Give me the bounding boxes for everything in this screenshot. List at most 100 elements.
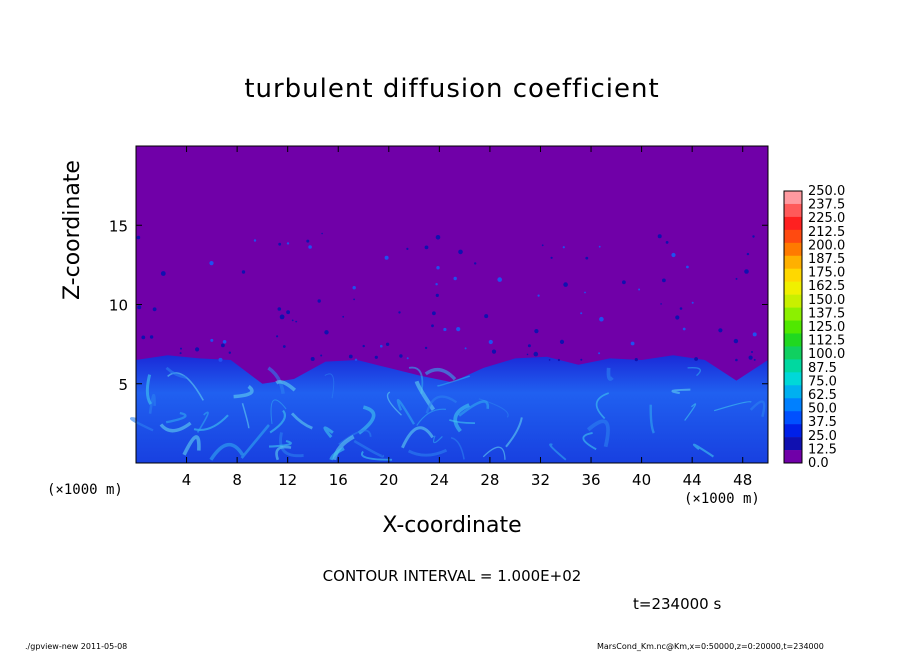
eddy-speckle (657, 234, 662, 239)
eddy-speckles (136, 232, 757, 362)
y-axis-ticks: 5 10 15 (109, 217, 768, 394)
eddy-speckle (209, 261, 214, 266)
colorbar-swatch (784, 398, 802, 412)
x-tick-label: 40 (632, 471, 651, 489)
turbulence-streak (338, 429, 372, 446)
eddy-speckle (374, 355, 378, 359)
eddy-speckle (691, 301, 694, 304)
turbulence-streak (549, 443, 567, 461)
eddy-speckle (753, 358, 756, 361)
eddy-speckle (320, 354, 323, 357)
colorbar-swatch (784, 424, 802, 438)
eddy-speckle (443, 327, 447, 332)
eddy-speckle (342, 315, 345, 318)
eddy-speckle (295, 320, 298, 323)
turbulence-streak (425, 395, 458, 414)
eddy-speckle (682, 327, 686, 331)
turbulence-streak (437, 375, 470, 387)
eddy-speckle (279, 314, 285, 320)
eddy-speckle (559, 339, 565, 344)
eddy-speckle (580, 358, 583, 361)
colorbar-label: 87.5 (808, 361, 837, 376)
eddy-speckle (679, 307, 683, 310)
eddy-speckle (310, 357, 315, 361)
eddy-speckle (306, 239, 310, 243)
x-axis-label: X-coordinate (382, 513, 522, 538)
eddy-speckle (733, 338, 739, 344)
eddy-speckle (352, 286, 356, 290)
colorbar-label: 225.0 (808, 211, 845, 226)
eddy-speckle (634, 358, 638, 362)
eddy-speckle (435, 283, 438, 286)
eddy-speckle (598, 245, 601, 248)
turbulence-streak (386, 391, 402, 416)
turbulence-streak (586, 419, 610, 448)
eddy-speckle (353, 298, 355, 301)
eddy-speckle (222, 340, 227, 344)
colorbar-label: 112.5 (808, 334, 845, 349)
colorbar-label: 25.0 (808, 429, 837, 444)
turbulence-streak (165, 411, 187, 424)
turbulence-streak (692, 443, 715, 458)
eddy-speckle (362, 344, 365, 348)
eddy-speckle (354, 358, 358, 361)
eddy-speckle (218, 357, 223, 362)
eddy-speckle (491, 349, 497, 354)
colorbar-label: 175.0 (808, 266, 845, 281)
eddy-speckle (752, 332, 757, 337)
eddy-speckle (228, 351, 231, 354)
turbulence-streak (424, 367, 457, 381)
eddy-speckle (160, 271, 166, 276)
colorbar-swatch (784, 437, 802, 451)
eddy-speckle (735, 358, 738, 362)
eddy-speckle (584, 291, 586, 294)
eddy-speckle (277, 307, 282, 311)
x-unit-label-left: (×1000 m) (47, 482, 123, 498)
eddy-speckle (748, 355, 753, 360)
colorbar-label: 100.0 (808, 347, 845, 362)
eddy-speckle (541, 244, 544, 247)
colorbar-label: 200.0 (808, 238, 845, 253)
colorbar-swatch (784, 333, 802, 347)
eddy-speckle (431, 324, 434, 328)
turbulence-streak (233, 385, 254, 399)
eddy-speckle (638, 288, 641, 291)
colorbar-label: 150.0 (808, 293, 845, 308)
turbulence-streak (749, 400, 766, 418)
eddy-speckle (557, 358, 561, 362)
x-tick-label: 24 (430, 471, 449, 489)
turbulence-streak (279, 432, 304, 458)
colorbar-swatch (784, 191, 802, 205)
colorbar-label: 125.0 (808, 320, 845, 335)
x-tick-label: 44 (683, 471, 702, 489)
eddy-speckle (424, 346, 428, 350)
turbulence-streak (209, 443, 245, 461)
x-tick-label: 36 (581, 471, 600, 489)
colorbar-label: 162.5 (808, 279, 845, 294)
turbulence-streak (396, 399, 415, 425)
eddy-speckle (282, 345, 286, 348)
eddy-speckle (406, 357, 409, 360)
turbulence-streak (268, 439, 292, 448)
colorbar-label: 62.5 (808, 388, 837, 403)
turbulence-streak (684, 403, 697, 421)
colorbar-label: 250.0 (808, 184, 845, 199)
colorbar-swatch (784, 229, 802, 244)
colorbar-frame (783, 190, 803, 464)
boundary-layer-region (136, 355, 768, 463)
eddy-speckle (435, 235, 441, 240)
y-axis-label: Z-coordinate (60, 160, 85, 300)
turbulence-streak (458, 400, 490, 417)
colorbar-label: 0.0 (808, 456, 829, 471)
eddy-speckle (278, 242, 282, 246)
colorbar-swatch (784, 281, 802, 295)
eddy-speckle (136, 235, 141, 240)
turbulence-streak (159, 421, 192, 433)
eddy-speckle (752, 235, 755, 238)
eddy-speckle (746, 252, 750, 256)
turbulence-streaks (130, 366, 766, 461)
eddy-speckle (534, 329, 539, 334)
turbulence-streak (671, 388, 691, 395)
colorbar-swatch (784, 307, 802, 321)
colorbar-swatch (784, 359, 802, 373)
